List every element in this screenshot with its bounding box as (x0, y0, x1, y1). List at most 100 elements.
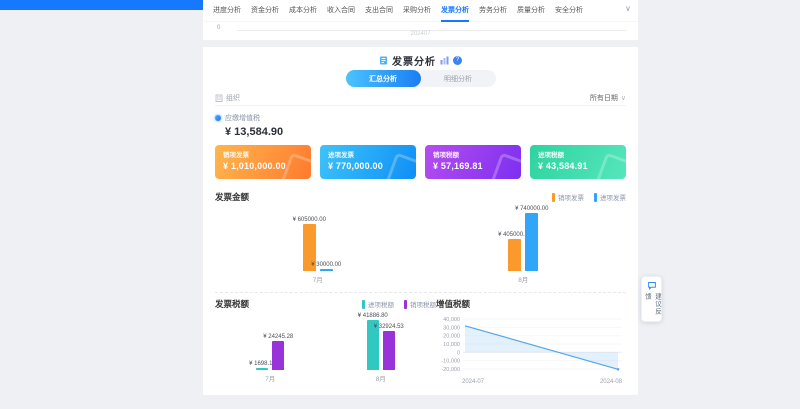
org-filter-label: 组织 (226, 94, 240, 102)
filter-row: 组织 所有日期 ∨ (215, 92, 626, 106)
page-title: 发票分析 (392, 56, 436, 68)
feedback-bubble-icon (647, 281, 656, 291)
legend-marker (362, 299, 365, 309)
gridline (237, 30, 626, 31)
bar-value-label: ¥ 1698.11 (249, 360, 276, 367)
bottom-charts-row: 发票税额 进项税额 销项税额 ¥ 1698.11 ¥ 24245.28 7月 ¥ 41… (215, 298, 626, 391)
tab-expense-contract[interactable]: 支出合同 (365, 6, 393, 14)
date-filter-dropdown[interactable]: 所有日期 ∨ (590, 93, 626, 103)
legend-label: 销项发票 (558, 195, 584, 202)
view-toggle-row: 汇总分析 明细分析 (215, 70, 626, 87)
card-input-invoice: 进项发票 ¥ 770,000.00 (320, 145, 416, 179)
invoice-tax-section: 发票税额 进项税额 销项税额 ¥ 1698.11 ¥ 24245.28 7月 ¥ 41… (215, 298, 436, 391)
bar-group: ¥ 41886.80 ¥ 32924.53 8月 (358, 313, 404, 383)
tab-procurement[interactable]: 采购分析 (403, 6, 431, 14)
kpi-dot-icon (215, 115, 221, 121)
bar-pair: ¥ 405000.00 ¥ 740000.00 (498, 206, 548, 271)
legend: 进项税额 销项税额 (362, 299, 436, 309)
chevron-down-icon: ∨ (620, 94, 626, 102)
feedback-label: 建议反馈 (643, 292, 661, 316)
tab-income-contract[interactable]: 收入合同 (327, 6, 355, 14)
legend-label: 进项税额 (368, 302, 394, 309)
bar-value-label: ¥ 30000.00 (311, 261, 342, 268)
bar-value-label: ¥ 24245.28 (263, 334, 294, 341)
legend-marker (404, 299, 407, 309)
summary-cards-row: 销项发票 ¥ 1,010,000.00 进项发票 ¥ 770,000.00 销项… (215, 145, 626, 179)
legend-marker (594, 192, 597, 202)
tab-safety[interactable]: 安全分析 (555, 6, 583, 14)
axis-label: 7月 (265, 376, 276, 383)
tab-quality[interactable]: 质量分析 (517, 6, 545, 14)
invoice-amount-header: 发票金额 销项发票 进项发票 (215, 191, 626, 203)
legend: 销项发票 进项发票 (552, 192, 626, 202)
feedback-widget[interactable]: 建议反馈 (641, 276, 662, 322)
y-tick-label: 0 (457, 350, 460, 356)
line-end-point (616, 367, 620, 371)
bar-value-label: ¥ 41886.80 (357, 313, 388, 319)
bar-chart-plot: ¥ 605000.00 ¥ 30000.00 7月 ¥ 405000.00 ¥ 7400… (215, 206, 626, 284)
card-output-invoice: 销项发票 ¥ 1,010,000.00 (215, 145, 311, 179)
chart-icon (440, 56, 449, 64)
vat-section: 增值税额 40,000 30,000 20,000 10,000 0 -10,000 -20… (436, 298, 626, 391)
card-label: 销项发票 (223, 152, 249, 159)
help-icon[interactable]: ? (453, 55, 462, 65)
tab-progress[interactable]: 进度分析 (213, 6, 241, 14)
top-tab-bar: 进度分析 资金分析 成本分析 收入合同 支出合同 采购分析 发票分析 劳务分析 … (203, 0, 638, 22)
date-filter-label: 所有日期 (589, 94, 618, 102)
org-filter[interactable]: 组织 (215, 93, 240, 103)
y-tick-label: 40,000 (443, 317, 460, 323)
card-label: 进项税额 (538, 152, 564, 159)
legend-item: 进项税额 (362, 299, 394, 309)
tab-cost[interactable]: 成本分析 (289, 6, 317, 14)
vat-header: 增值税额 (436, 298, 626, 310)
card-label: 进项发票 (328, 152, 354, 159)
bar-value-label: ¥ 740000.00 (515, 206, 549, 212)
bar-pair: ¥ 41886.80 ¥ 32924.53 (358, 313, 404, 370)
tab-summary-analysis[interactable]: 汇总分析 (345, 70, 421, 87)
bar-group: ¥ 1698.11 ¥ 24245.28 7月 (249, 334, 293, 383)
section-title: 发票税额 (215, 299, 250, 309)
kpi-row: 应缴增值税 (215, 113, 626, 123)
invoice-analysis-panel: 发票分析 ? 汇总分析 明细分析 组织 所有日期 ∨ 应缴增值税 ¥ 13,58… (203, 47, 638, 395)
tab-invoice[interactable]: 发票分析 (441, 0, 469, 22)
card-label: 销项税额 (433, 152, 459, 159)
trend-line (464, 325, 619, 370)
legend-label: 进项发票 (600, 195, 626, 202)
chart-bar: ¥ 740000.00 (515, 206, 548, 271)
y-tick-label: 30,000 (443, 325, 460, 331)
card-output-tax: 销项税额 ¥ 57,169.81 (425, 145, 521, 179)
card-value: ¥ 770,000.00 (328, 161, 383, 171)
invoice-icon (380, 56, 387, 64)
y-tick-label: 20,000 (443, 334, 460, 340)
card-value: ¥ 57,169.81 (433, 161, 483, 171)
bar-group: ¥ 405000.00 ¥ 740000.00 8月 (498, 206, 548, 284)
view-toggle: 汇总分析 明细分析 (345, 70, 496, 87)
invoice-amount-chart: ¥ 605000.00 ¥ 30000.00 7月 ¥ 405000.00 ¥ 7400… (215, 203, 626, 284)
chart-bar: ¥ 1698.11 (249, 361, 275, 370)
tab-detail-analysis[interactable]: 明细分析 (444, 75, 472, 83)
legend-item: 销项税额 (404, 299, 436, 309)
chart-bar: ¥ 405000.00 (498, 232, 531, 271)
bar-chart-plot: ¥ 1698.11 ¥ 24245.28 7月 ¥ 41886.80 ¥ 32924.5… (215, 313, 436, 383)
bar-group: ¥ 605000.00 ¥ 30000.00 7月 (293, 217, 342, 284)
invoice-tax-header: 发票税额 进项税额 销项税额 (215, 298, 436, 310)
axis-label: 7月 (312, 277, 323, 284)
card-value: ¥ 43,584.91 (538, 161, 588, 171)
chevron-down-icon[interactable]: ∨ (625, 4, 631, 13)
tab-labor[interactable]: 劳务分析 (479, 6, 507, 14)
bar-pair: ¥ 605000.00 ¥ 30000.00 (293, 217, 341, 271)
y-tick-label: -10,000 (441, 359, 460, 365)
tab-funds[interactable]: 资金分析 (251, 6, 279, 14)
y-tick-label: 10,000 (443, 342, 460, 348)
card-value: ¥ 1,010,000.00 (223, 161, 286, 171)
x-axis-label: 2024-07 (462, 379, 485, 385)
kpi-label: 应缴增值税 (225, 115, 260, 122)
previous-chart-remnant: 0 202407 (203, 22, 638, 40)
section-title: 发票金额 (215, 192, 250, 202)
legend-item: 进项发票 (594, 192, 626, 202)
legend-marker (552, 192, 555, 202)
organization-icon (215, 94, 223, 102)
vat-line-chart: 40,000 30,000 20,000 10,000 0 -10,000 -20,000 2… (436, 310, 626, 391)
chart-bar: ¥ 24245.28 (263, 334, 293, 370)
top-blue-bar (0, 0, 203, 10)
